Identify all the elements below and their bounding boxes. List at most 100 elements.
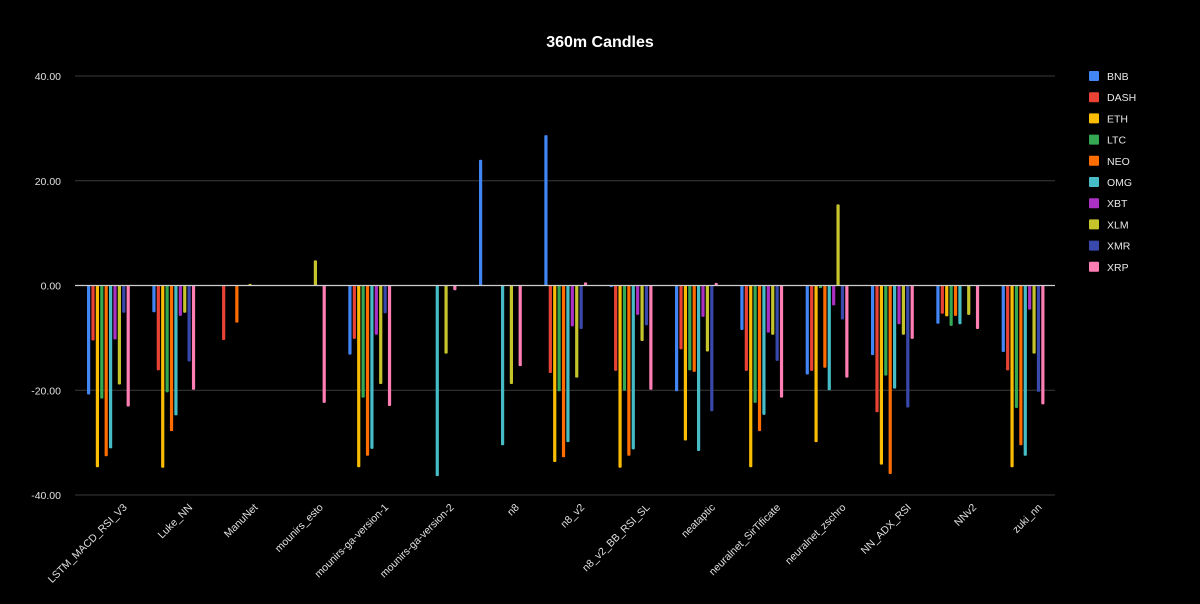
legend-swatch-eth [1089, 113, 1099, 124]
bar-xbt [766, 285, 770, 333]
bar-eth [357, 285, 361, 468]
bar-xlm [836, 204, 840, 286]
legend-label: ETH [1107, 113, 1128, 125]
bar-xlm [901, 285, 905, 335]
bar-xlm [640, 285, 644, 342]
bar-ltc [688, 285, 692, 371]
bar-bnb [740, 285, 744, 331]
bar-dash [352, 285, 356, 339]
bar-xmr [644, 285, 649, 326]
bar-bnb [87, 285, 91, 395]
bar-neo [627, 285, 631, 456]
bar-bnb [675, 285, 679, 392]
bar-ltc [361, 285, 365, 398]
bar-ltc [622, 285, 627, 391]
y-tick-label: 20.00 [35, 176, 61, 188]
y-tick-label: 0.00 [41, 281, 62, 293]
bar-neo [365, 285, 370, 456]
bar-xrp [126, 285, 130, 407]
bar-xrp [975, 285, 980, 329]
bar-eth [683, 285, 687, 441]
bar-xbt [897, 285, 901, 325]
bar-omg [566, 285, 570, 443]
bar-ltc [557, 285, 561, 392]
bar-ltc [100, 285, 104, 399]
bar-eth [814, 285, 818, 443]
bar-xrp [910, 285, 914, 339]
bar-dash [548, 285, 552, 373]
bar-xlm [379, 285, 383, 384]
bar-omg [501, 285, 505, 446]
bar-xrp [845, 285, 849, 378]
legend-label: XRP [1107, 262, 1129, 274]
legend: BNB DASH ETH LTC NEO OMG XBT XLM XMR XRP [1089, 71, 1136, 274]
bar-ltc [1014, 285, 1019, 409]
bar-eth [161, 285, 165, 468]
y-axis-ticks: 40.00 20.00 0.00 -20.00 -40.00 [31, 71, 61, 502]
bar-xmr [122, 285, 126, 313]
legend-swatch-omg [1089, 177, 1099, 187]
bar-omg [893, 285, 897, 389]
bar-xmr [579, 285, 583, 329]
bar-xbt [374, 285, 378, 335]
bar-xbt [636, 285, 640, 315]
bar-xlm [1032, 285, 1036, 354]
bar-xbt [701, 285, 705, 317]
bar-eth [749, 285, 753, 468]
bar-xmr [1036, 285, 1041, 392]
bar-xmr [383, 285, 387, 314]
bars [87, 135, 1045, 477]
legend-swatch-neo [1089, 155, 1099, 166]
bar-xmr [775, 285, 779, 361]
y-tick-label: -40.00 [31, 490, 61, 502]
bar-xbt [832, 285, 836, 306]
bar-bnb [1001, 285, 1005, 353]
bar-ltc [884, 285, 888, 376]
bar-bnb [805, 285, 809, 375]
legend-label: BNB [1107, 71, 1129, 83]
bar-dash [679, 285, 683, 350]
bar-dash [222, 285, 226, 340]
bar-omg [370, 285, 374, 449]
bar-xlm [509, 285, 513, 384]
bar-xlm [705, 285, 709, 352]
bar-neo [953, 285, 958, 316]
legend-label: NEO [1107, 156, 1130, 168]
bar-bnb [936, 285, 940, 324]
legend-label: XLM [1107, 219, 1129, 231]
y-tick-label: -20.00 [31, 385, 61, 397]
bar-neo [757, 285, 762, 432]
bar-xlm [444, 285, 448, 354]
bar-neo [169, 285, 174, 432]
legend-swatch-xbt [1089, 198, 1099, 209]
bar-ltc [165, 285, 169, 393]
bar-ltc [949, 285, 953, 326]
bar-eth [618, 285, 622, 468]
bar-dash [940, 285, 944, 314]
legend-swatch-dash [1089, 92, 1099, 103]
bar-dash [91, 285, 95, 341]
bar-dash [614, 285, 618, 371]
legend-label: LTC [1107, 135, 1126, 147]
bar-xrp [649, 285, 653, 390]
bar-omg [631, 285, 635, 450]
bar-bnb [152, 285, 156, 313]
bar-neo [561, 285, 566, 458]
bar-ltc [753, 285, 757, 403]
bar-dash [810, 285, 814, 371]
bar-dash [875, 285, 879, 413]
bar-neo [888, 285, 892, 475]
bar-eth [879, 285, 883, 465]
bar-omg [827, 285, 831, 391]
bar-xlm [313, 260, 317, 286]
bar-xrp [518, 285, 522, 367]
bar-xlm [575, 285, 579, 378]
bar-bnb [544, 135, 548, 286]
bar-eth [95, 285, 99, 468]
bar-omg [762, 285, 766, 415]
bar-xmr [840, 285, 845, 320]
bar-eth [1010, 285, 1014, 468]
bar-omg [435, 285, 439, 477]
bar-xmr [906, 285, 910, 408]
